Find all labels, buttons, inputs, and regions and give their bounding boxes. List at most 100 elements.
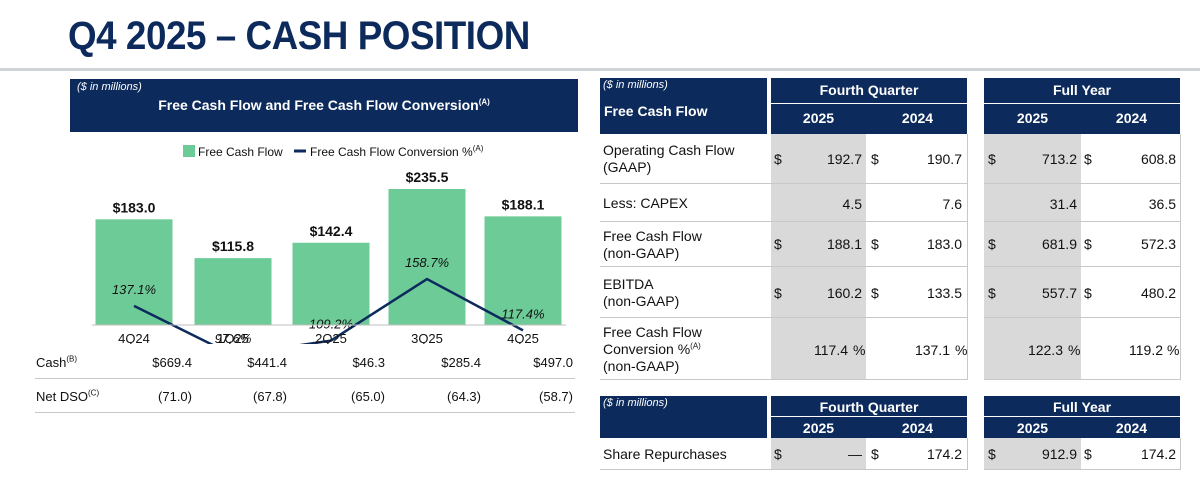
cell-value: 31.4 [1049,196,1077,212]
shaded-column [771,438,866,470]
x-tick-label: 4Q24 [118,331,150,344]
cash-value: $497.0 [533,355,573,370]
bar-series: $183.0 $115.8 $142.4 $235.5 $188.1 [95,169,562,325]
shaded-column [984,438,1081,470]
table-row-fy [984,267,1180,318]
chart-title: Free Cash Flow and Free Cash Flow Conver… [70,97,578,113]
table-row-fy [984,134,1180,184]
cash-value: $46.3 [352,355,385,370]
repurchase-units-cell: ($ in millions) [600,396,767,438]
fcf-chart: Free Cash Flow Free Cash Flow Conversion… [92,144,566,344]
row-label-line: Conversion % [603,341,691,357]
table-row: Free Cash Flow Conversion %(A) (non-GAAP) [600,318,967,380]
table-border [1180,438,1181,470]
bar [388,189,466,325]
year-header: 2025 [802,420,835,436]
year-header: 2024 [1115,110,1148,126]
row-label: Less: CAPEX [603,195,688,211]
fcf-quarter-label: Fourth Quarter [819,82,919,98]
fcf-year-header: Full Year 2025 2024 [984,78,1180,134]
row-label: Free Cash Flow Conversion %(A) (non-GAAP) [603,324,702,375]
bar-value-label: $183.0 [113,199,156,215]
dso-row-label: Net DSO(C) [36,389,99,404]
line-value-label: 117.4% [501,306,544,321]
percent-sign: % [955,342,968,358]
row-label: EBITDA (non-GAAP) [603,276,679,310]
shaded-column [984,134,1081,380]
percent-sign: % [1167,342,1180,358]
cell-value: — [848,446,862,462]
legend-line-label: Free Cash Flow Conversion %(A) [310,144,484,159]
table-row: Operating Cash Flow (GAAP) [600,134,967,184]
dollar-sign: $ [774,446,782,462]
cash-label-sup: (B) [66,354,78,364]
cell-value: 174.2 [926,446,962,462]
bar [194,258,272,325]
year-header: 2025 [1016,110,1049,126]
dso-value: (65.0) [351,389,385,404]
header-divider [984,103,1180,104]
x-axis: 4Q24 1Q25 2Q25 3Q25 4Q25 [92,324,566,344]
row-label-line: (non-GAAP) [603,358,680,374]
cell-value: 192.7 [826,151,862,167]
line-value-label: 97.6% [215,331,252,344]
x-tick-label: 1Q25 [217,331,249,344]
header-divider [771,416,967,417]
cell-value: 912.9 [1041,446,1077,462]
x-tick-label: 2Q25 [315,331,347,344]
dollar-sign: $ [988,151,996,167]
dso-label-sup: (C) [88,388,100,398]
percent-sign: % [1068,342,1081,358]
cash-value: $669.4 [152,355,192,370]
bar [292,242,370,325]
dollar-sign: $ [988,236,996,252]
fcf-year-label: Full Year [1052,82,1112,98]
repurchase-year-label: Full Year [1052,399,1112,415]
cell-value: 681.9 [1041,236,1077,252]
conversion-line [133,277,524,344]
table-row: EBITDA (non-GAAP) [600,267,967,318]
dso-value: (64.3) [447,389,481,404]
cell-value: 36.5 [1148,196,1176,212]
year-header: 2024 [901,110,934,126]
cell-value: 119.2 [1129,342,1163,358]
dollar-sign: $ [1084,446,1092,462]
cell-value: 188.1 [826,236,862,252]
table-row-fy [984,222,1180,267]
dollar-sign: $ [774,285,782,301]
dollar-sign: $ [871,236,879,252]
legend-bar-swatch [183,145,195,157]
fcf-quarter-header: Fourth Quarter 2025 2024 [771,78,967,134]
table-border [967,134,968,380]
table-row-fy [984,318,1180,380]
header-divider [771,103,967,104]
dollar-sign: $ [1084,236,1092,252]
cell-value: 4.5 [842,196,862,212]
chart-header: ($ in millions) Free Cash Flow and Free … [70,79,578,132]
line-value-label: 137.1% [112,282,156,297]
x-tick-label: 4Q25 [507,331,539,344]
cash-value: $285.4 [441,355,481,370]
cell-value: 557.7 [1041,285,1077,301]
x-tick-label: 3Q25 [411,331,443,344]
row-label-line: EBITDA [603,276,654,292]
cash-value: $441.4 [247,355,287,370]
row-label-line: Operating Cash Flow [603,142,735,158]
table-row: Free Cash Flow (non-GAAP) [600,222,967,267]
line-value-label: 158.7% [405,255,449,270]
cell-value: 7.6 [942,196,962,212]
row-label-line: (non-GAAP) [603,245,680,261]
table-border [967,438,968,470]
dollar-sign: $ [988,446,996,462]
bar-value-label: $235.5 [406,169,449,185]
cell-value: 572.3 [1140,236,1176,252]
fcf-table-title-cell: ($ in millions) Free Cash Flow [600,78,767,134]
legend-line-text: Free Cash Flow Conversion % [310,145,473,159]
page-title: Q4 2025 – CASH POSITION [68,14,530,58]
legend-bar-label: Free Cash Flow [198,145,283,159]
cell-value: 480.2 [1140,285,1176,301]
repurchase-quarter-header: Fourth Quarter 2025 2024 [771,396,967,438]
cash-label-text: Cash [36,355,67,370]
dollar-sign: $ [871,285,879,301]
table-border [1180,134,1181,380]
